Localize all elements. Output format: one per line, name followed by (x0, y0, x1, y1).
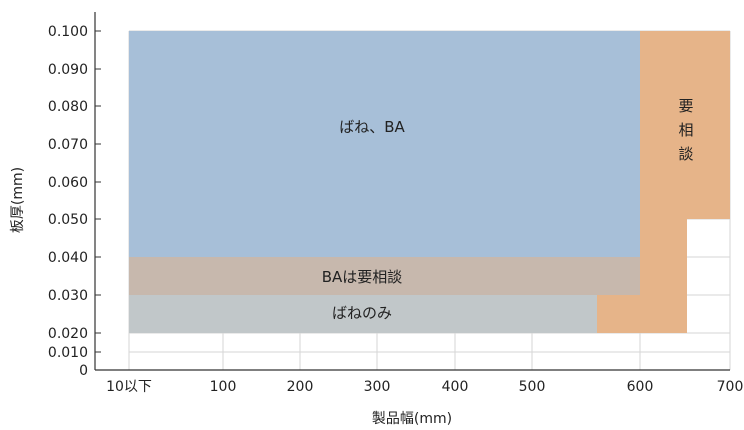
x-tick-label: 100 (210, 379, 237, 395)
y-tick-label: 0.030 (48, 288, 88, 304)
y-tick-label: 0.020 (48, 326, 88, 342)
region-spring-only-label: ばねのみ (332, 304, 392, 322)
y-tick-label: 0.040 (48, 250, 88, 266)
x-tick-label: 600 (627, 379, 654, 395)
x-tick-label: 200 (287, 379, 314, 395)
y-tick-label: 0.080 (48, 99, 88, 115)
region-ba-consult-label: BAは要相談 (322, 268, 403, 286)
region-spring-only (129, 295, 597, 333)
y-tick-label: 0.060 (48, 175, 88, 191)
x-tick-label: 300 (364, 379, 391, 395)
x-tick-label: 500 (519, 379, 546, 395)
x-tick-label: 10以下 (106, 379, 152, 395)
y-tick-label: 0.100 (48, 24, 88, 40)
y-tick-label: 0.090 (48, 62, 88, 78)
region-consult-label: 要相談 (678, 97, 693, 163)
y-tick-label: 0.010 (48, 345, 88, 361)
region-spring-ba (129, 31, 640, 257)
x-tick-label: 400 (442, 379, 469, 395)
y-tick-label: 0.070 (48, 137, 88, 153)
region-consult (597, 31, 730, 333)
x-tick-label: 700 (717, 379, 744, 395)
y-tick-label: 0.050 (48, 212, 88, 228)
region-spring-ba-label: ばね、BA (339, 118, 405, 136)
y-axis-title: 板厚(mm) (10, 167, 26, 233)
region-ba-consult (129, 257, 640, 295)
y-tick-label: 0 (79, 363, 88, 379)
x-axis-title: 製品幅(mm) (372, 411, 452, 427)
